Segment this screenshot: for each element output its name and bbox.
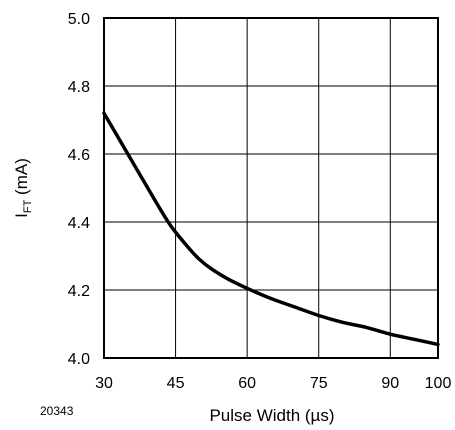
x-tick-label: 45 <box>167 375 185 392</box>
y-tick-label: 4.2 <box>68 283 90 300</box>
y-tick-label: 4.0 <box>68 351 90 368</box>
x-tick-label: 90 <box>381 375 399 392</box>
y-tick-label: 4.6 <box>68 147 90 164</box>
y-tick-labels: 4.0 4.2 4.4 4.6 4.8 5.0 <box>68 11 90 368</box>
y-axis-label-subscript: FT <box>22 199 34 213</box>
y-axis-label: IFT (mA) <box>12 158 34 218</box>
grid <box>103 17 439 359</box>
x-tick-label: 30 <box>95 375 113 392</box>
y-tick-label: 4.4 <box>68 215 90 232</box>
x-axis-label: Pulse Width (µs) <box>209 406 334 425</box>
x-tick-labels: 30 45 60 75 90 100 <box>95 375 451 392</box>
x-tick-label: 100 <box>425 375 452 392</box>
plot-frame <box>103 17 439 359</box>
y-axis-label-unit: (mA) <box>12 158 31 200</box>
y-tick-label: 4.8 <box>68 79 90 96</box>
series-line <box>102 111 440 347</box>
y-tick-label: 5.0 <box>68 11 90 28</box>
x-tick-label: 60 <box>238 375 256 392</box>
figure-id: 20343 <box>40 404 74 418</box>
x-tick-label: 75 <box>310 375 328 392</box>
plot-area <box>102 111 440 347</box>
